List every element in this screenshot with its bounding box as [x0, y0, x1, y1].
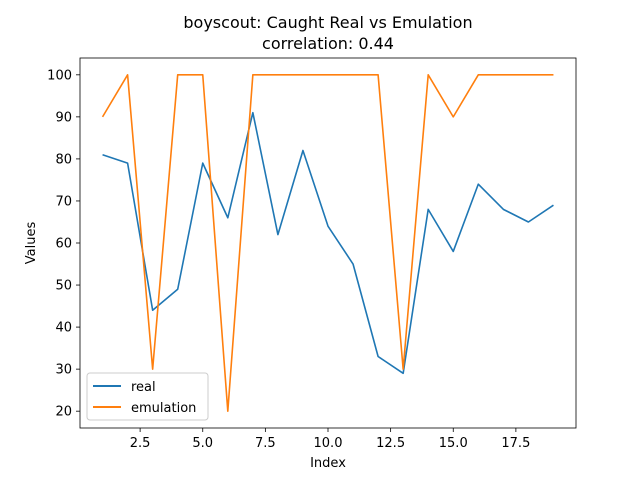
- x-axis: 2.5 5.0 7.5 10.0 12.5 15.0 17.5: [130, 428, 530, 451]
- x-axis-title: Index: [310, 456, 346, 471]
- series-line-real: [102, 111, 554, 375]
- y-tick-label: 50: [55, 279, 72, 294]
- y-tick-label: 20: [55, 405, 72, 420]
- legend-label-emulation: emulation: [131, 401, 196, 416]
- x-tick-label: 7.5: [255, 436, 276, 451]
- y-tick-label: 90: [55, 110, 72, 125]
- x-tick-label: 10.0: [314, 436, 343, 451]
- y-tick-label: 30: [55, 363, 72, 378]
- y-tick-label: 40: [55, 321, 72, 336]
- y-tick-label: 80: [55, 152, 72, 167]
- y-axis: 20 30 40 50 60 70 80 90 100: [47, 68, 80, 420]
- y-tick-label: 100: [47, 68, 72, 83]
- legend-label-real: real: [131, 380, 156, 395]
- x-tick-label: 2.5: [130, 436, 151, 451]
- x-tick-label: 5.0: [192, 436, 213, 451]
- series-line-emulation: [101, 74, 554, 412]
- legend-box: [86, 372, 209, 421]
- y-tick-label: 60: [55, 237, 72, 252]
- y-axis-title: Values: [24, 222, 39, 265]
- chart-subtitle: correlation: 0.44: [262, 34, 394, 53]
- plot-area: [101, 74, 554, 412]
- x-tick-label: 12.5: [376, 436, 405, 451]
- x-tick-label: 17.5: [501, 436, 530, 451]
- y-tick-label: 70: [55, 194, 72, 209]
- legend: real emulation: [86, 372, 209, 421]
- chart-title: boyscout: Caught Real vs Emulation: [183, 13, 472, 32]
- x-tick-label: 15.0: [439, 436, 468, 451]
